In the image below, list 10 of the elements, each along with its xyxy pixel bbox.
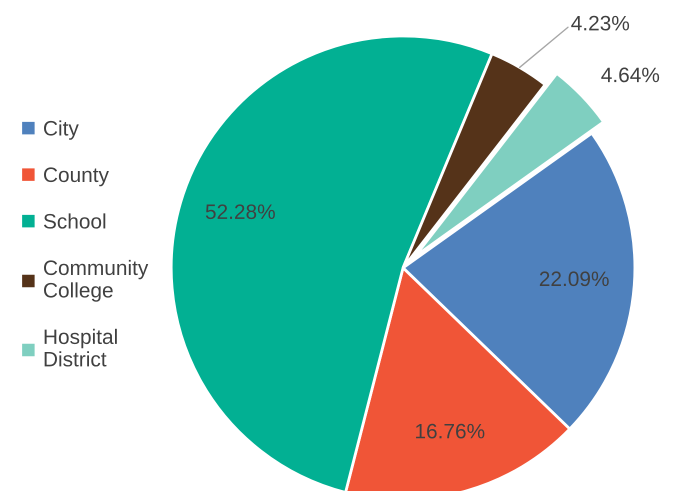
data-label: 16.76% bbox=[416, 424, 484, 439]
data-label: 4.23% bbox=[571, 16, 630, 31]
data-label: 22.09% bbox=[540, 271, 609, 286]
legend-label: City bbox=[44, 120, 79, 140]
data-label: 52.28% bbox=[206, 204, 275, 220]
legend-label: School bbox=[44, 213, 106, 229]
legend-label: County bbox=[44, 167, 109, 186]
legend-label: Community College bbox=[44, 260, 148, 302]
legend-label: Hospital District bbox=[44, 328, 117, 367]
data-label: 4.64% bbox=[601, 68, 660, 82]
